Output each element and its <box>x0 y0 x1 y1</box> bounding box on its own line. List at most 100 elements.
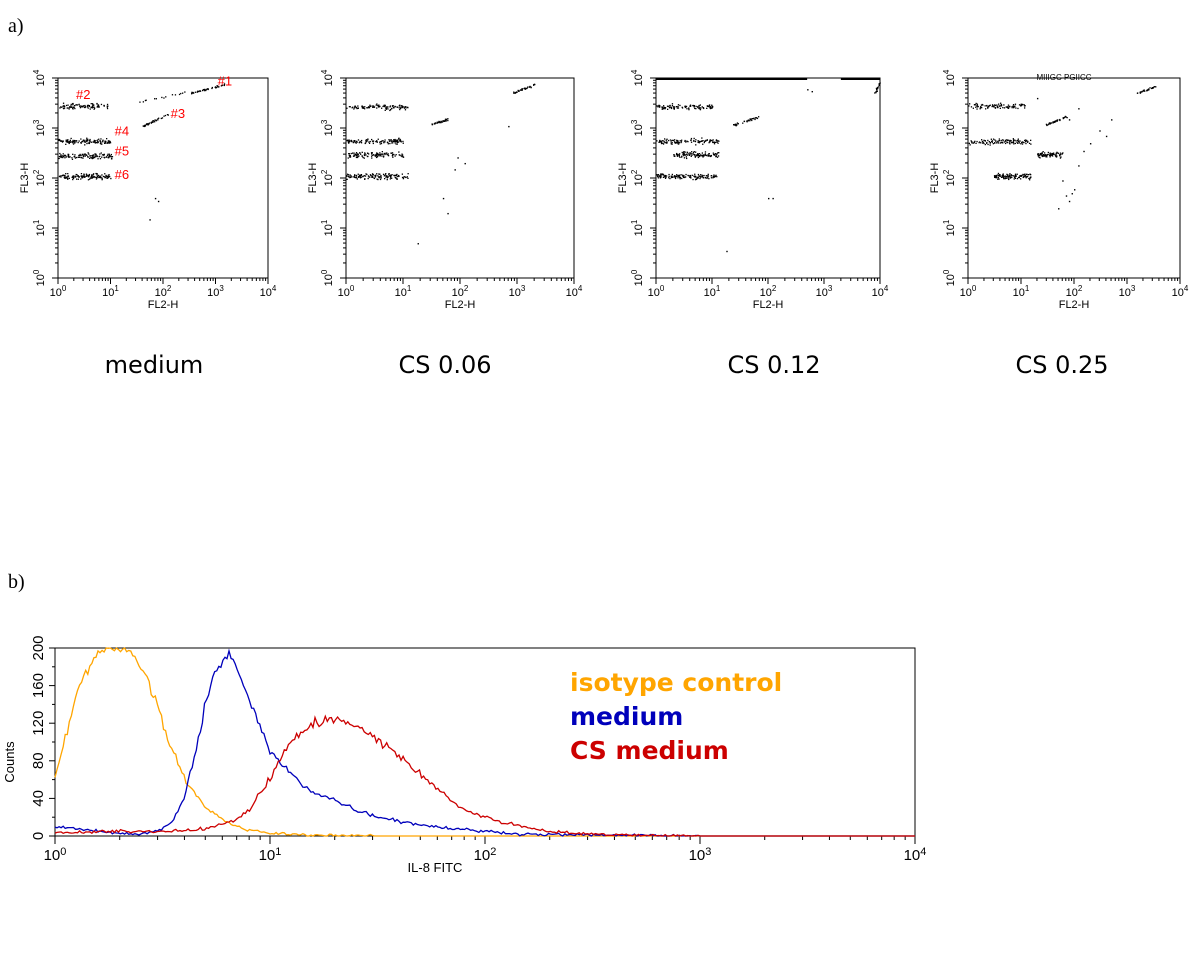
data-point <box>1057 152 1059 154</box>
data-point <box>392 105 394 107</box>
data-point <box>389 140 391 142</box>
data-point <box>1062 152 1064 154</box>
data-point <box>394 140 396 142</box>
data-point <box>356 176 358 178</box>
data-point <box>1039 153 1042 156</box>
data-point <box>83 173 85 175</box>
data-point <box>356 154 358 156</box>
data-point <box>80 173 83 175</box>
data-point <box>1144 90 1146 92</box>
data-point <box>534 83 536 86</box>
data-point <box>378 176 380 178</box>
data-point <box>364 153 366 155</box>
data-point <box>1012 141 1014 143</box>
data-point <box>1008 178 1010 181</box>
data-point <box>383 104 385 106</box>
data-point <box>670 175 672 177</box>
data-point <box>973 104 976 106</box>
data-point <box>142 125 145 127</box>
x-tick-label-exp: 2 <box>772 284 777 293</box>
data-point <box>380 176 382 178</box>
data-point <box>983 142 985 145</box>
data-point <box>439 121 441 124</box>
data-point <box>86 140 88 142</box>
data-point <box>683 154 685 156</box>
x-tick-label-text: 102 <box>760 284 777 299</box>
data-point <box>1059 154 1061 156</box>
data-point <box>106 107 109 110</box>
data-point <box>390 108 393 110</box>
data-point <box>389 109 391 112</box>
data-point <box>990 138 992 140</box>
data-point <box>217 86 219 88</box>
x-tick-label: 102 <box>1066 284 1083 299</box>
data-point <box>712 139 714 141</box>
data-point <box>378 177 380 179</box>
data-point <box>528 86 531 88</box>
data-point <box>973 142 975 144</box>
data-point <box>368 142 371 144</box>
data-point <box>398 105 400 107</box>
data-point <box>674 176 677 178</box>
data-point <box>87 107 89 109</box>
data-point <box>397 175 399 178</box>
data-point <box>1055 120 1057 123</box>
data-point <box>383 105 385 107</box>
data-point <box>391 142 393 144</box>
data-point <box>975 102 977 105</box>
data-point <box>688 153 690 155</box>
data-point <box>78 176 80 178</box>
data-point <box>96 106 98 108</box>
data-point <box>388 139 390 141</box>
data-point <box>364 154 366 157</box>
data-point <box>705 139 707 142</box>
data-point <box>716 153 718 156</box>
data-point <box>995 140 997 142</box>
x-tick-label: 103 <box>509 284 526 299</box>
data-point <box>1004 175 1006 177</box>
data-point <box>402 176 404 179</box>
data-point <box>81 140 83 143</box>
data-point <box>84 176 86 178</box>
data-point <box>1058 208 1060 210</box>
data-point <box>989 104 991 106</box>
data-point <box>715 155 717 157</box>
data-point <box>701 175 703 178</box>
x-tick-label-exp: 3 <box>1131 284 1136 293</box>
data-point <box>667 105 669 107</box>
data-point <box>681 177 683 180</box>
series-line-CS-medium <box>54 714 915 837</box>
data-point <box>165 96 167 98</box>
data-point <box>687 154 689 156</box>
data-point <box>94 107 96 109</box>
data-point <box>754 118 756 121</box>
data-point <box>680 141 683 143</box>
data-point <box>662 140 664 142</box>
data-point <box>996 176 998 179</box>
data-point <box>86 104 89 107</box>
data-point <box>695 105 697 108</box>
data-point <box>710 106 712 108</box>
data-point <box>88 153 90 155</box>
data-point <box>669 105 671 107</box>
data-point <box>981 140 984 143</box>
data-point <box>1009 143 1011 145</box>
data-point <box>697 153 699 155</box>
data-point <box>369 140 371 143</box>
data-point <box>684 151 686 153</box>
data-point <box>106 142 108 144</box>
data-point <box>166 114 169 116</box>
y-tick-label-exp: 0 <box>630 269 639 274</box>
data-point <box>1055 155 1057 157</box>
data-point <box>1025 142 1027 145</box>
data-point <box>663 106 665 109</box>
data-point <box>1002 176 1004 178</box>
data-point <box>699 107 701 109</box>
gate-label: #2 <box>76 87 90 102</box>
data-point <box>877 87 879 90</box>
data-point <box>97 140 99 143</box>
data-point <box>713 141 715 143</box>
data-point <box>756 117 759 120</box>
data-point <box>1078 165 1080 167</box>
x-tick-label-exp: 3 <box>219 284 224 293</box>
